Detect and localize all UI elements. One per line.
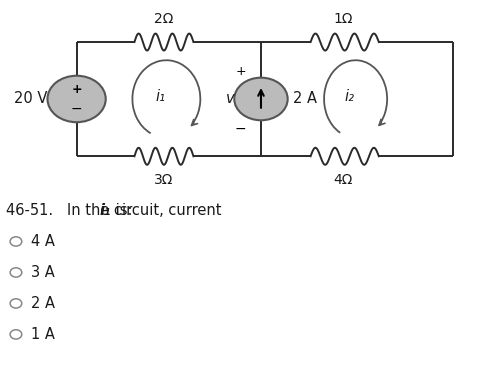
Text: 4 A: 4 A [31,234,54,249]
Text: i₂: i₂ [345,89,355,104]
Text: 4Ω: 4Ω [334,172,353,186]
Text: 2 A: 2 A [292,92,317,106]
Text: +: + [235,65,246,78]
Text: 2 A: 2 A [31,296,55,311]
Text: 2Ω: 2Ω [154,12,174,26]
Text: is:: is: [111,203,132,218]
Text: 3 A: 3 A [31,265,54,280]
Circle shape [47,76,106,122]
Text: −: − [71,102,82,116]
Circle shape [234,78,287,120]
Text: 1Ω: 1Ω [334,12,353,26]
Text: 20 V: 20 V [14,92,47,106]
Text: 1 A: 1 A [31,327,54,342]
Text: 46-51.   In the circuit, current: 46-51. In the circuit, current [6,203,226,218]
Text: i₁: i₁ [156,89,165,104]
Text: i₁: i₁ [100,203,111,218]
Text: 3Ω: 3Ω [154,172,174,186]
Text: v: v [226,92,235,106]
Text: +: + [71,83,82,96]
Text: −: − [235,121,246,135]
